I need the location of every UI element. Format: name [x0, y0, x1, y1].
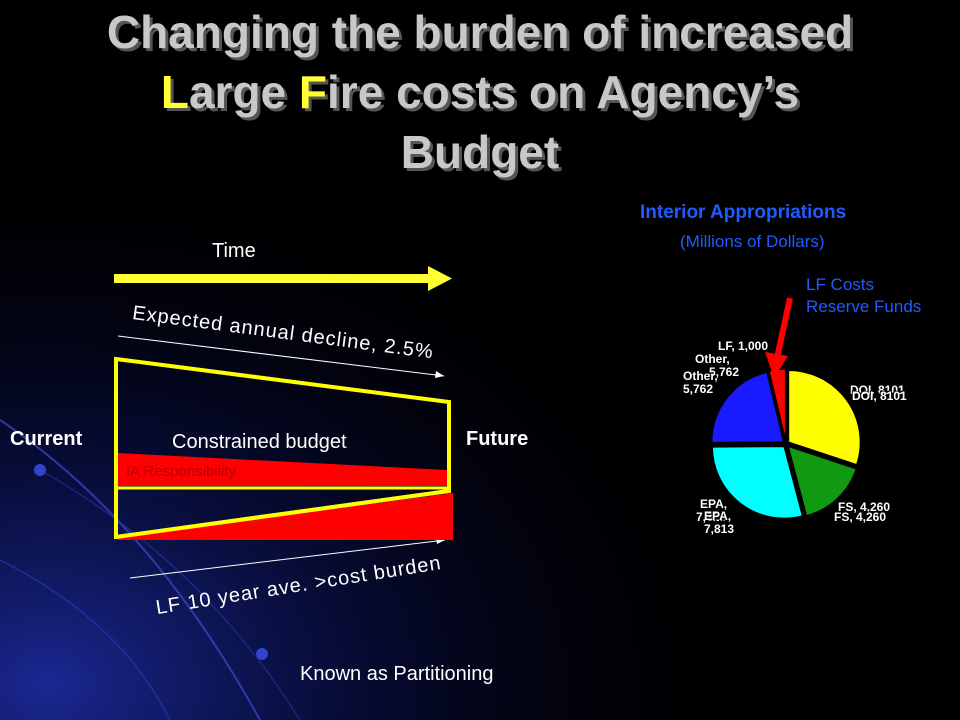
pie-label-lf: LF, 1,000 [718, 339, 769, 353]
time-arrow [114, 266, 452, 291]
pie-label-epa-shadow: EPA, 7,813 [704, 510, 734, 536]
constrained-budget-label: Constrained budget [172, 431, 347, 453]
pie-label-fs: FS, 4,260 [838, 500, 891, 514]
pie-slice-epa [711, 445, 804, 520]
pie-label-epa-value: 7,813 [696, 510, 727, 524]
title-line-3: Budget [400, 126, 560, 178]
ia-responsibility-band [118, 453, 447, 486]
current-label: Current [10, 428, 83, 450]
future-label: Future [466, 428, 529, 450]
pie-label-doi: DOI, 8101 [850, 383, 905, 397]
pie-label-doi-shadow: DOI, 8101 [852, 389, 907, 403]
title-large-rest: arge [188, 66, 299, 118]
pie-title: Interior Appropriations [640, 202, 847, 223]
reserve-arrow [765, 297, 793, 378]
page-title: Changing the burden of increased Large F… [60, 2, 900, 182]
ia-responsibility-label: IA Responsibility [126, 463, 237, 480]
pie-slice-other [710, 371, 785, 444]
title-line-2: Large Fire costs on Agency’s [60, 62, 900, 122]
time-label: Time [212, 240, 256, 262]
pie-label-epa: EPA, 7,813 [696, 497, 728, 524]
pie-label-fs-shadow: FS, 4,260 [834, 510, 887, 524]
title-fire-initial: F [298, 66, 328, 118]
title-large-initial: L [160, 66, 189, 118]
pie-label-other: Other, 5,762 [695, 353, 739, 379]
pie-label-other-shadow-name: Other, [683, 369, 718, 383]
pie-label-epa-name: EPA, [700, 497, 728, 511]
lf-cost-burden-wedge [118, 493, 453, 540]
pie-label-other-shadow-value: 5,762 [683, 382, 714, 396]
partitioning-label: Known as Partitioning [300, 663, 494, 685]
pie-label-epa-shadow-name: EPA, [704, 509, 732, 523]
pie-label-other-name: Other, [695, 352, 730, 366]
pie-subtitle: (Millions of Dollars) [680, 232, 825, 251]
title-fire-rest: ire costs on Agency’s [327, 66, 800, 118]
reserve-funds-label: LF Costs Reserve Funds [806, 274, 921, 318]
decline-arrow [117, 335, 445, 378]
title-line-1: Changing the burden of increased [106, 6, 854, 58]
pie-label-other-value: 5,762 [709, 365, 740, 379]
pie-slice-doi [787, 369, 862, 466]
pie-slice-fs [786, 445, 858, 517]
reserve-label-line-2: Reserve Funds [806, 297, 922, 316]
reserve-label-line-1: LF Costs [806, 275, 875, 294]
pie-label-other-shadow: Other, 5,762 [683, 370, 718, 396]
pie-label-epa-shadow-value: 7,813 [704, 522, 735, 536]
